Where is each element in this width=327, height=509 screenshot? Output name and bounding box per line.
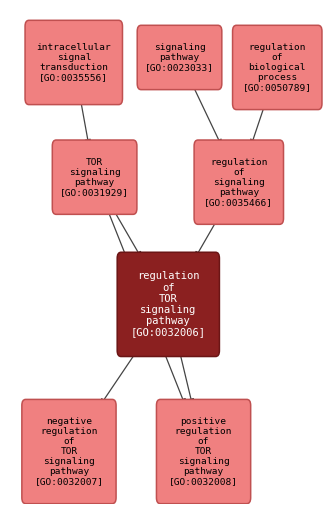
FancyBboxPatch shape: [117, 252, 219, 356]
FancyBboxPatch shape: [156, 400, 251, 504]
FancyBboxPatch shape: [232, 25, 322, 109]
Text: negative
regulation
of
TOR
signaling
pathway
[GO:0032007]: negative regulation of TOR signaling pat…: [34, 417, 103, 486]
Text: signaling
pathway
[GO:0023033]: signaling pathway [GO:0023033]: [145, 43, 214, 72]
Text: regulation
of
biological
process
[GO:0050789]: regulation of biological process [GO:005…: [243, 43, 312, 92]
FancyBboxPatch shape: [137, 25, 222, 90]
FancyBboxPatch shape: [25, 20, 123, 105]
Text: regulation
of
TOR
signaling
pathway
[GO:0032006]: regulation of TOR signaling pathway [GO:…: [131, 271, 206, 337]
FancyBboxPatch shape: [194, 140, 284, 224]
Text: TOR
signaling
pathway
[GO:0031929]: TOR signaling pathway [GO:0031929]: [60, 158, 129, 197]
Text: positive
regulation
of
TOR
signaling
pathway
[GO:0032008]: positive regulation of TOR signaling pat…: [169, 417, 238, 486]
Text: intracellular
signal
transduction
[GO:0035556]: intracellular signal transduction [GO:00…: [36, 43, 111, 82]
FancyBboxPatch shape: [52, 140, 137, 214]
Text: regulation
of
signaling
pathway
[GO:0035466]: regulation of signaling pathway [GO:0035…: [204, 158, 273, 207]
FancyBboxPatch shape: [22, 400, 116, 504]
